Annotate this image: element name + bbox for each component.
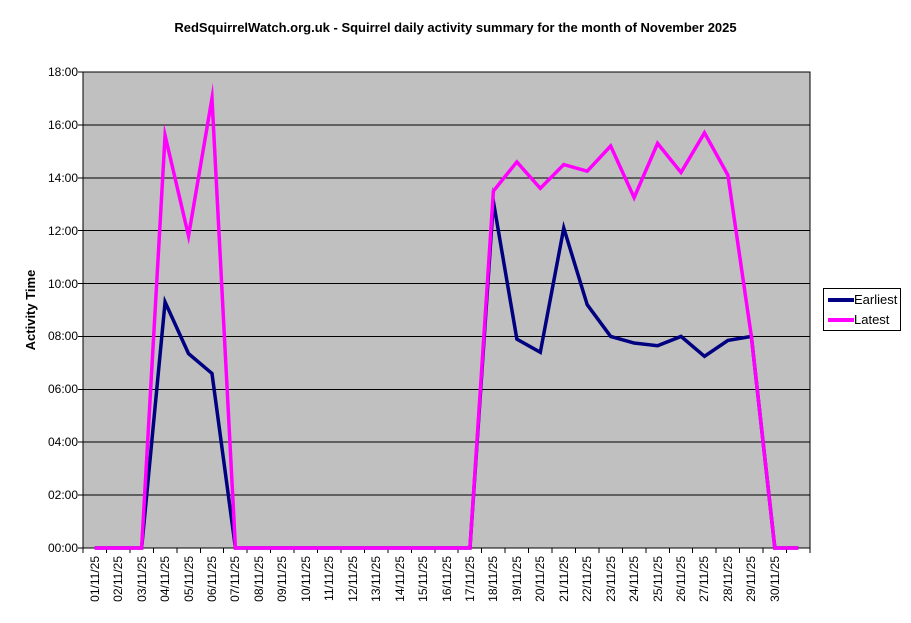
x-tick-label: 14/11/25	[392, 556, 407, 602]
x-tick-label: 28/11/25	[720, 556, 735, 602]
y-tick-label: 04:00	[47, 435, 78, 450]
y-tick-label: 16:00	[47, 117, 78, 132]
legend: Earliest Latest	[823, 288, 901, 331]
x-tick-label: 21/11/25	[556, 556, 571, 602]
x-tick-label: 25/11/25	[650, 556, 665, 602]
y-tick-label: 06:00	[47, 382, 78, 397]
x-tick-label: 04/11/25	[158, 556, 173, 602]
x-tick-label: 22/11/25	[580, 556, 595, 602]
x-tick-label: 24/11/25	[627, 556, 642, 602]
x-tick-label: 11/11/25	[322, 556, 337, 601]
x-tick-label: 26/11/25	[674, 556, 689, 602]
x-tick-label: 08/11/25	[251, 556, 266, 602]
y-tick-label: 08:00	[47, 329, 78, 344]
legend-item-latest: Latest	[824, 310, 900, 330]
plot-background	[82, 71, 811, 549]
x-tick-label: 18/11/25	[486, 556, 501, 602]
x-tick-label: 02/11/25	[111, 556, 126, 602]
legend-label-earliest: Earliest	[854, 292, 898, 307]
x-tick-label: 23/11/25	[603, 556, 618, 602]
legend-item-earliest: Earliest	[824, 290, 900, 310]
y-tick-label: 14:00	[47, 170, 78, 185]
x-tick-label: 03/11/25	[134, 556, 149, 602]
x-tick-label: 12/11/25	[345, 556, 360, 602]
y-tick-label: 02:00	[47, 488, 78, 503]
x-tick-label: 10/11/25	[298, 556, 313, 602]
x-tick-label: 15/11/25	[416, 556, 431, 602]
x-tick-label: 06/11/25	[204, 556, 219, 602]
earliest-line-swatch	[828, 297, 854, 302]
series-line-latest	[94, 82, 799, 550]
y-tick-label: 10:00	[47, 276, 78, 291]
y-tick-label: 00:00	[47, 541, 78, 555]
x-tick-label: 27/11/25	[697, 556, 712, 602]
x-tick-label: 07/11/25	[228, 556, 243, 602]
x-tick-label: 13/11/25	[369, 556, 384, 602]
y-tick-label: 18:00	[47, 65, 78, 79]
latest-line-swatch	[828, 317, 854, 322]
x-tick-label: 16/11/25	[439, 556, 454, 602]
y-tick-label: 12:00	[47, 223, 78, 238]
x-tick-label: 19/11/25	[509, 556, 524, 602]
legend-label-latest: Latest	[854, 312, 890, 327]
x-tick-label: 29/11/25	[744, 556, 759, 602]
x-tick-label: 09/11/25	[275, 556, 290, 602]
x-tick-label: 05/11/25	[181, 556, 196, 602]
x-tick-label: 20/11/25	[533, 556, 548, 602]
x-tick-label: 30/11/25	[767, 556, 782, 602]
x-tick-label: 01/11/25	[87, 556, 102, 602]
x-tick-label: 17/11/25	[462, 556, 477, 602]
chart-title: RedSquirrelWatch.org.uk - Squirrel daily…	[174, 20, 737, 35]
